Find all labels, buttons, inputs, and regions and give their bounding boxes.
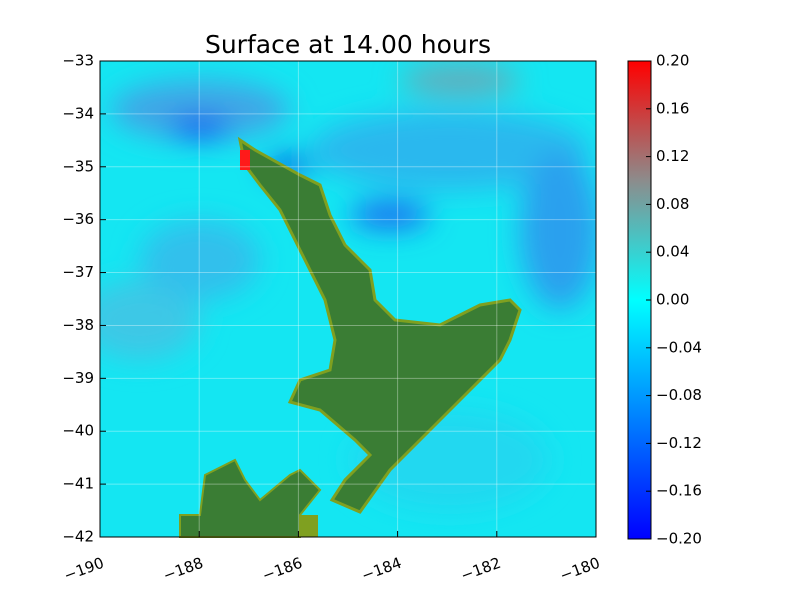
x-tick-label: −186 (260, 554, 305, 585)
y-tick-label: −34 (62, 104, 94, 122)
x-tick-label: −184 (359, 554, 404, 585)
y-tick-label: −40 (62, 422, 94, 440)
colorbar-tick-label: 0.20 (656, 52, 689, 70)
y-tick-label: −41 (62, 475, 94, 493)
y-tick-label: −38 (62, 316, 94, 334)
land-north (237, 136, 522, 514)
colorbar-tick-label: −0.04 (656, 338, 702, 356)
x-tick-label: −182 (458, 554, 503, 585)
field-patches (100, 65, 596, 510)
colorbar-tick-label: −0.12 (656, 434, 702, 452)
plot-frame (99, 60, 597, 538)
x-tick-label: −190 (61, 554, 106, 585)
colorbar-tick-label: 0.08 (656, 195, 689, 213)
colorbar-tick-label: −0.08 (656, 386, 702, 404)
y-tick-label: −39 (62, 369, 94, 387)
x-tick-label: −188 (161, 554, 206, 585)
colorbar-tick-label: 0.04 (656, 243, 689, 261)
land-edge (300, 515, 318, 537)
y-tick-label: −35 (62, 157, 94, 175)
colorbar-tick-label: −0.20 (656, 530, 702, 548)
chart-title: Surface at 14.00 hours (205, 30, 491, 59)
colorbar-tick-label: 0.00 (656, 291, 689, 309)
colorbar-tick-label: −0.16 (656, 482, 702, 500)
y-tick-label: −37 (62, 263, 94, 281)
colorbar-tick-label: 0.12 (656, 147, 689, 165)
field-peak (240, 150, 250, 170)
colorbar-tick-label: 0.16 (656, 99, 689, 117)
x-tick-label: −180 (557, 554, 602, 585)
y-tick-label: −36 (62, 210, 94, 228)
y-tick-label: −33 (62, 52, 94, 70)
field (100, 61, 596, 537)
y-tick-label: −42 (62, 528, 94, 546)
